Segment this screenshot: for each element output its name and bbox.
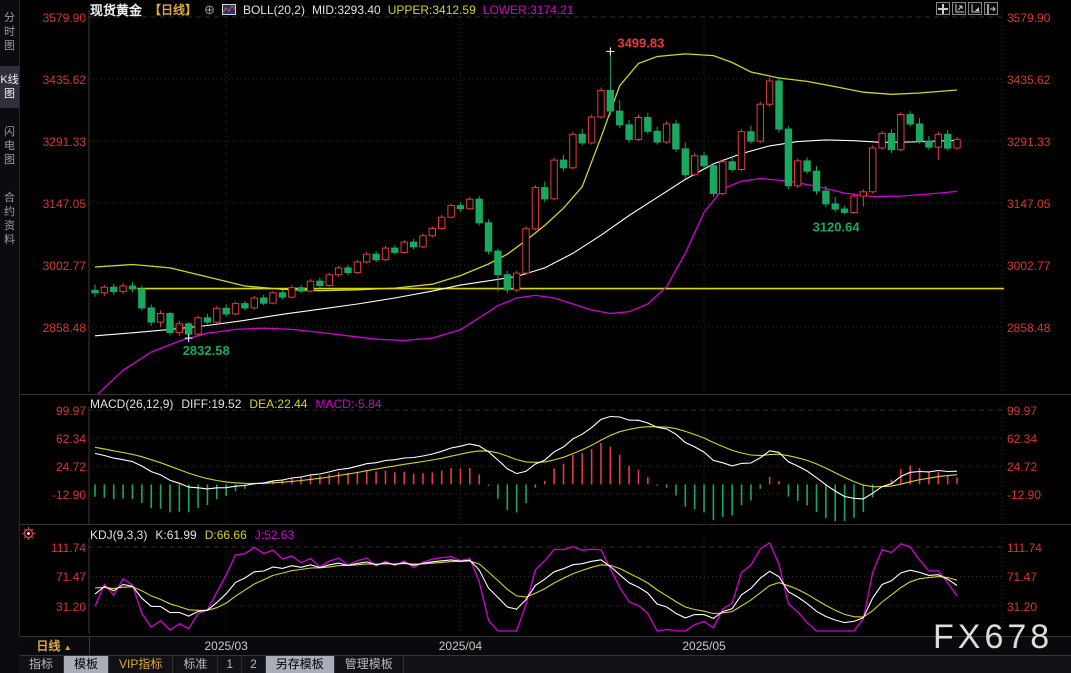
sidebar-item-time-chart[interactable]: 分时图 [4,12,15,52]
axis-scale-icon[interactable] [968,2,982,15]
sidebar-item-kline-chart[interactable]: K线图 [0,66,19,108]
chart-type-sidebar: 分时图 K线图 闪电图 合约资料 [0,0,20,673]
panel-separator [19,394,1071,395]
price-annotation: 3499.83 [617,35,664,50]
triangle-up-icon: ▲ [63,643,72,652]
date-label: 2025/03 [204,639,248,653]
date-label: 2025/04 [438,639,483,653]
tab-save-template[interactable]: 另存模板 [265,656,335,673]
panel-separator [19,524,1071,525]
axis-label-right: 3291.33 [1007,135,1051,149]
indicator-settings-icon[interactable] [22,527,35,545]
kdj-label-row: KDJ(9,3,3) K:61.99 D:66.66 J:52.63 [90,528,294,542]
diff-line [94,415,958,500]
axis-label-right: 62.34 [1007,432,1038,447]
axis-label-right: 31.20 [1007,599,1038,614]
axis-label-left: 99.97 [55,404,86,419]
axis-label-left: 31.20 [55,599,86,614]
axis-label-right: 2858.48 [1007,321,1051,335]
axis-label-right: 24.72 [1007,460,1038,474]
boll-mid-line [94,139,958,337]
kdj-j-value: J:52.63 [254,528,295,542]
axis-label-right: 99.97 [1007,404,1038,419]
tab-slot-2[interactable]: 2 [242,656,266,673]
k-line [94,559,958,624]
watermark: FX678 [933,618,1054,656]
panel-separator [19,655,1071,656]
axis-label-left: 111.74 [51,540,86,555]
date-axis-row: 日线 ▲ 2025/03 2025/04 2025/05 [19,637,1071,655]
macd-label-row: MACD(26,12,9) DIFF:19.52 DEA:22.44 MACD:… [90,397,381,411]
chart-toolbar [936,2,998,15]
axis-zoom-icon[interactable] [952,2,966,15]
tab-vip-indicators[interactable]: VIP指标 [109,656,174,673]
boll-upper-value: UPPER:3412.59 [387,2,476,17]
axis-label-left: 3435.62 [42,73,86,87]
symbol-name: 现货黄金 [90,3,143,18]
axis-label-left: 71.47 [55,570,86,585]
d-line [94,560,958,618]
boll-lower-value: LOWER:3174.21 [482,2,574,17]
axis-label-left: 3002.77 [42,259,86,273]
boll-params-label: BOLL(20,2) [242,2,305,17]
dea-line [94,426,958,488]
axis-label-right: 3579.90 [1007,11,1051,25]
period-label[interactable]: 【日线】 [149,3,198,17]
sidebar-item-contract-info[interactable]: 合约资料 [4,192,15,246]
price-annotation: 2832.58 [183,343,230,358]
axis-label-right: 3147.05 [1007,197,1051,211]
macd-hist-value: MACD:-5.84 [315,397,382,411]
axis-label-right: 111.74 [1007,540,1042,555]
macd-params-label: MACD(26,12,9) [90,397,174,411]
axis-label-left: 2858.48 [42,321,86,335]
axis-label-left: 3579.90 [42,11,86,25]
price-annotation: 3120.64 [813,219,861,234]
panel-separator [19,636,1071,637]
chart-header: 现货黄金 【日线】 ⊕ BOLL(20,2) MID:3293.40 UPPER… [90,1,574,19]
candles-layer [91,51,961,339]
axis-label-right: 3435.62 [1007,73,1051,87]
mini-chart-icon[interactable] [221,4,236,15]
boll-lower-line [95,177,958,395]
tab-manage-template[interactable]: 管理模板 [335,656,404,673]
macd-dea-value: DEA:22.44 [249,397,308,411]
axis-label-right: 3002.77 [1007,259,1051,273]
tab-standard[interactable]: 标准 [173,656,219,673]
main-price-chart[interactable]: 3499.83 2832.58 3120.64 [88,0,1004,395]
macd-diff-value: DIFF:19.52 [181,397,242,411]
tab-template[interactable]: 模板 [64,656,110,673]
boll-mid-value: MID:3293.40 [311,2,381,17]
macd-chart[interactable] [88,406,1004,524]
axis-label-left: 3291.33 [42,135,86,149]
kdj-d-value: D:66.66 [204,528,247,542]
kdj-chart[interactable] [88,538,1004,634]
axis-label-left: 62.34 [55,432,86,447]
date-label: 2025/05 [682,639,726,653]
add-indicator-icon[interactable]: ⊕ [204,1,215,17]
axis-label-left: 3147.05 [42,197,86,211]
kdj-k-value: K:61.99 [155,528,197,542]
period-selector-button[interactable]: 日线 ▲ [19,637,90,655]
axis-label-left: -12.90 [51,487,86,502]
crosshair-tool-icon[interactable] [936,2,950,15]
kdj-params-label: KDJ(9,3,3) [90,528,148,542]
axis-label-right: 71.47 [1007,570,1038,585]
tab-indicators[interactable]: 指标 [19,656,65,673]
axis-label-right: -12.90 [1007,487,1042,502]
axis-label-left: 24.72 [55,460,86,474]
bottom-toolbar: 指标 模板 VIP指标 标准 1 2 另存模板 管理模板 [19,656,1071,673]
pan-right-icon[interactable] [984,2,998,15]
sidebar-item-lightning-chart[interactable]: 闪电图 [4,126,15,166]
tab-slot-1[interactable]: 1 [218,656,243,673]
j-line [94,541,958,632]
